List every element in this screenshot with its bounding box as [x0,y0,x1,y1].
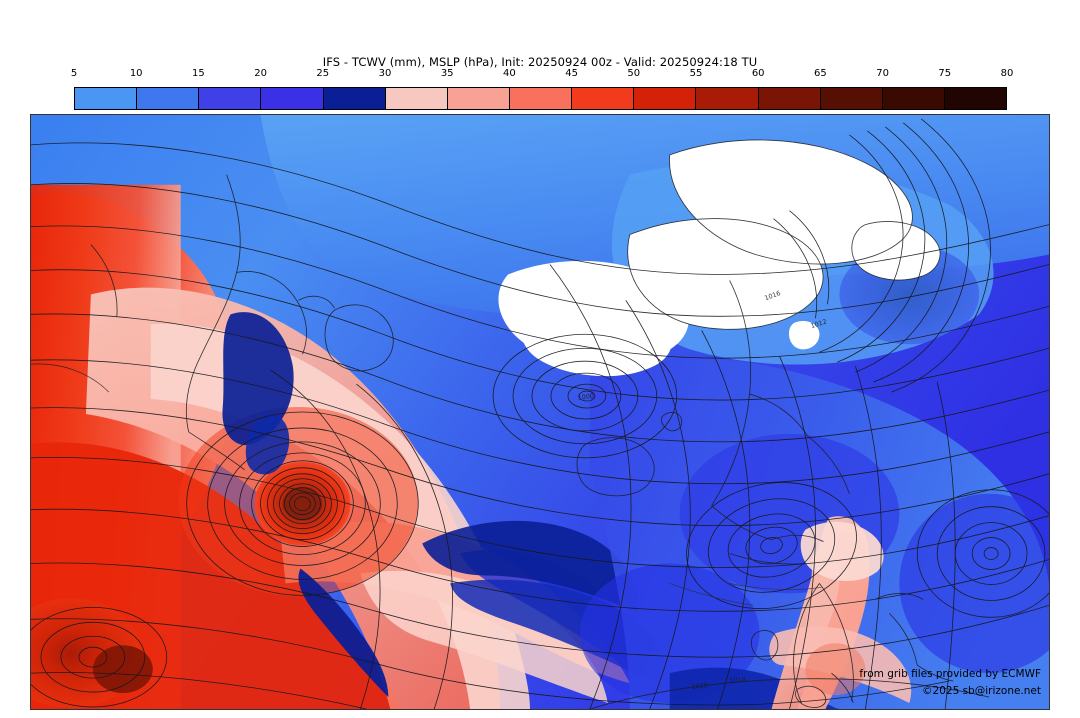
map-layers: 1000 1016 1012 1020 1018 [31,115,1049,709]
colorbar-swatch-10-15 [137,88,200,109]
colorbar-swatch-25-30 [323,88,386,109]
colorbar-tick-65: 65 [814,68,827,79]
colorbar-tick-5: 5 [70,68,78,79]
greenland-contours [773,118,991,393]
colorbar-tick-60: 60 [751,68,765,79]
colorbar-swatch-75-80 [944,88,1007,109]
colorbar-tick-25: 25 [316,68,330,79]
iceland-low-contours [492,333,678,459]
svg-text:1020: 1020 [691,681,708,691]
svg-text:1000: 1000 [577,392,594,402]
map-canvas: 1000 1016 1012 1020 1018 [31,115,1049,709]
colorbar-swatch-5-10 [75,88,138,109]
colorbar-tick-20: 20 [254,68,267,79]
colorbar-tick-45: 45 [565,68,578,79]
colorbar-swatch-65-70 [820,88,883,109]
colorbar-tick-10: 10 [129,68,143,79]
attribution-source: from grib files provided by ECMWF [859,668,1041,680]
colorbar-swatch-60-65 [758,88,821,109]
page-title: IFS - TCWV (mm), MSLP (hPa), Init: 20250… [322,55,758,69]
colorbar-swatch-15-20 [199,88,262,109]
attribution-copyright: ©2025 sb@irizone.net [922,685,1041,697]
colorbar-tick-75: 75 [938,68,952,79]
colorbar-tick-50: 50 [627,68,641,79]
white-low-tcwv-areas [498,139,941,377]
colorbar-swatch-70-75 [882,88,945,109]
colorbar-swatch-50-55 [634,88,697,109]
colorbar-swatches [74,87,1007,110]
colorbar-tick-15: 15 [192,68,205,79]
map-panel[interactable]: 1000 1016 1012 1020 1018 from grib files… [30,114,1050,710]
mediterranean-plume [769,516,912,709]
colorbar [74,87,1007,110]
eastern-low-contours [916,489,1049,618]
colorbar-tick-labels: 5 10 15 20 25 30 35 40 45 50 55 60 65 70 75 80 [0,68,1080,82]
colorbar-tick-70: 70 [876,68,889,79]
colorbar-tick-40: 40 [503,68,516,79]
colorbar-swatch-20-25 [261,88,324,109]
colorbar-tick-55: 55 [689,68,703,79]
western-low-contours [31,606,168,708]
colorbar-tick-35: 35 [440,68,454,79]
colorbar-swatch-35-40 [447,88,510,109]
mslp-contour-layer [31,118,1049,709]
colorbar-tick-80: 80 [1000,68,1014,79]
colorbar-swatch-55-60 [696,88,759,109]
colorbar-swatch-40-45 [509,88,573,109]
cyclone-contours [186,411,419,596]
svg-text:1018: 1018 [729,675,746,685]
colorbar-swatch-30-35 [385,88,448,109]
colorbar-tick-30: 30 [378,68,392,79]
tcwv-shading-layer [31,115,1049,709]
coastline-layer [31,139,990,709]
colorbar-swatch-45-50 [572,88,635,109]
